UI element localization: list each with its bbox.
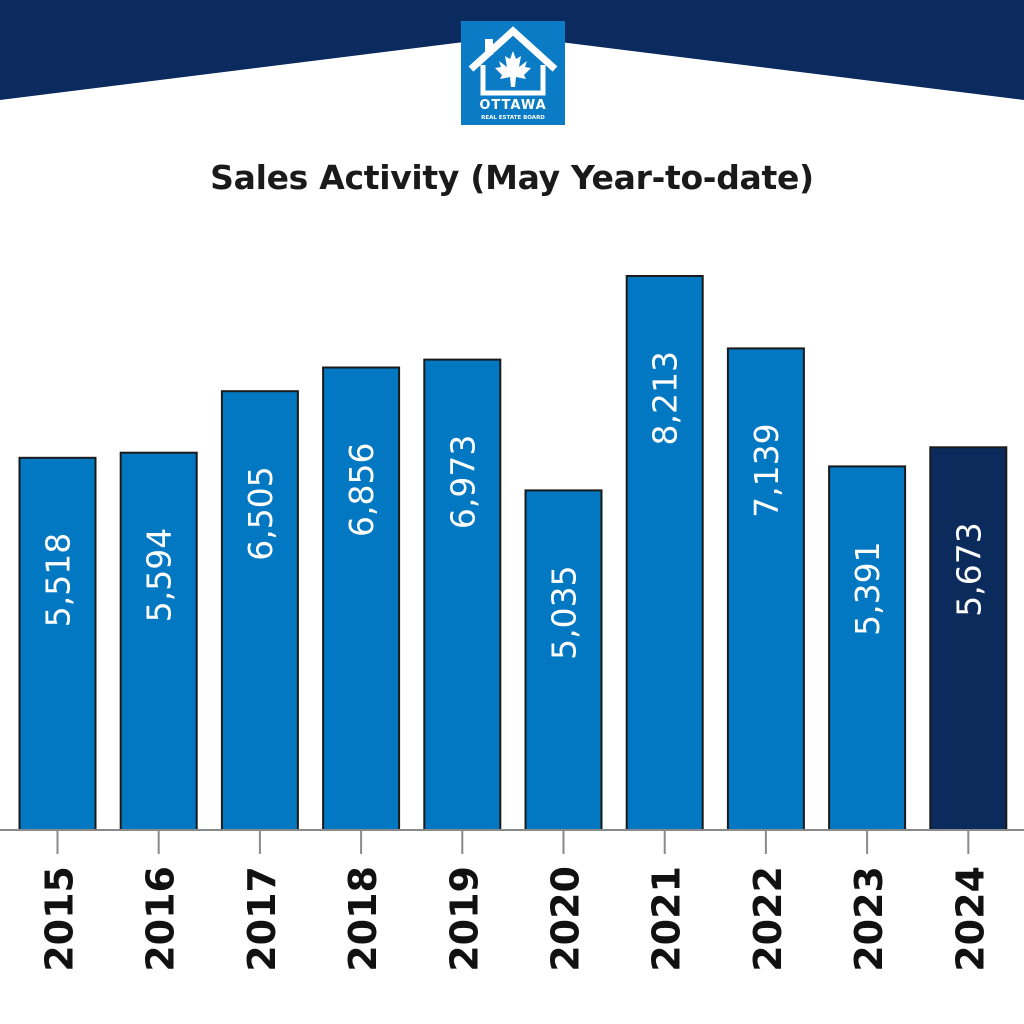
value-label-2016: 5,594 xyxy=(140,528,179,622)
x-label-2016: 2016 xyxy=(139,866,183,972)
ottawa-real-estate-board-logo: OTTAWA REAL ESTATE BOARD xyxy=(461,21,565,125)
x-axis-ticks xyxy=(56,830,970,854)
header-banner xyxy=(0,0,1024,100)
bar-2023 xyxy=(828,465,907,831)
chart-title: Sales Activity (May Year-to-date) xyxy=(210,158,814,197)
value-label-2015: 5,518 xyxy=(39,533,78,627)
value-labels-layer: 5,518 5,594 6,505 6,856 6,973 5,035 8,213 7,139… xyxy=(39,351,989,660)
bar-2021 xyxy=(625,275,704,831)
bars-layer xyxy=(18,275,1008,831)
house-chimney-icon xyxy=(485,39,493,55)
x-label-2020: 2020 xyxy=(544,866,588,972)
bar-2015 xyxy=(18,456,97,831)
bar-2019 xyxy=(423,358,502,831)
value-label-2018: 6,856 xyxy=(342,443,381,537)
value-label-2021: 8,213 xyxy=(646,351,685,445)
value-label-2019: 6,973 xyxy=(443,435,482,529)
x-label-2024: 2024 xyxy=(948,866,992,972)
bar-2016 xyxy=(119,451,198,831)
house-roof-icon xyxy=(468,26,558,72)
x-label-2021: 2021 xyxy=(645,866,689,972)
bar-2018 xyxy=(322,366,401,831)
value-label-2022: 7,139 xyxy=(747,423,786,517)
bar-2024 xyxy=(929,446,1008,831)
maple-leaf-icon xyxy=(495,51,531,87)
bar-2017 xyxy=(220,390,299,831)
logo-text: OTTAWA xyxy=(479,98,546,113)
x-label-2023: 2023 xyxy=(847,866,891,972)
bar-2022 xyxy=(726,347,805,831)
x-label-2015: 2015 xyxy=(38,866,82,972)
x-label-2018: 2018 xyxy=(341,866,385,972)
value-label-2023: 5,391 xyxy=(848,541,887,635)
house-walls-icon xyxy=(480,65,546,96)
logo-subtext: REAL ESTATE BOARD xyxy=(481,115,545,121)
value-label-2020: 5,035 xyxy=(545,565,584,659)
x-label-2019: 2019 xyxy=(442,866,486,972)
value-label-2017: 6,505 xyxy=(241,466,280,560)
value-label-2024: 5,673 xyxy=(949,522,988,616)
x-label-2017: 2017 xyxy=(240,866,284,972)
banner-shape xyxy=(0,0,1024,100)
x-axis-labels: 2015 2016 2017 2018 2019 2020 2021 2022 2023 2024 xyxy=(38,866,993,972)
x-label-2022: 2022 xyxy=(746,866,790,972)
